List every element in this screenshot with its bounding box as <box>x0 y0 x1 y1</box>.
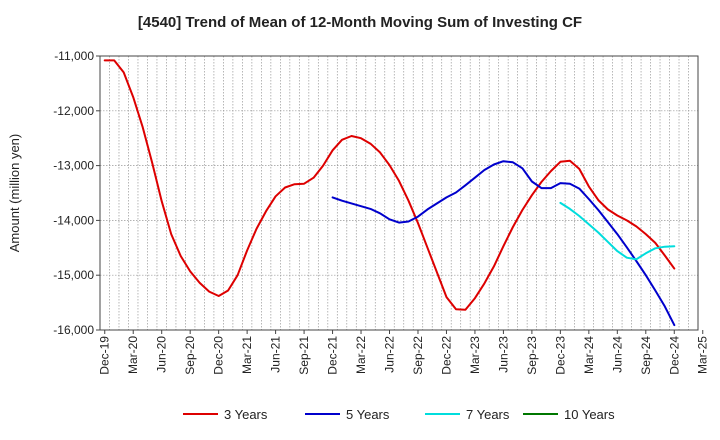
plot-background <box>100 56 698 330</box>
x-tick-label: Sep-22 <box>411 336 425 375</box>
series-lines <box>103 59 676 327</box>
y-tick-label: -11,000 <box>54 49 94 63</box>
y-tick-label: -15,000 <box>53 268 94 282</box>
x-tick-label: Jun-20 <box>155 336 169 373</box>
x-tick-label: Sep-21 <box>297 336 311 375</box>
y-tick-label: -16,000 <box>53 323 94 337</box>
legend-label: 10 Years <box>564 407 615 422</box>
x-tick-label: Dec-21 <box>326 336 340 375</box>
series-line-3-years <box>103 59 676 311</box>
y-tick-label: -13,000 <box>53 159 94 173</box>
x-tick-label: Sep-24 <box>639 336 653 375</box>
x-tick-label: Jun-24 <box>610 336 624 373</box>
legend-label: 5 Years <box>346 407 390 422</box>
x-tick-label: Jun-22 <box>383 336 397 373</box>
y-axis-label: Amount (million yen) <box>7 134 22 253</box>
series-line-7-years <box>559 201 676 261</box>
legend-label: 7 Years <box>466 407 510 422</box>
vertical-gridlines <box>99 56 699 330</box>
x-axis: Dec-19 Mar-20 Jun-20 Sep-20 Dec-20 Mar-21 Jun-… <box>98 330 710 375</box>
x-tick-label: Dec-20 <box>212 336 226 375</box>
y-tick-label: -14,000 <box>53 213 94 227</box>
series-line-5-years <box>331 160 676 327</box>
x-tick-label: Jun-21 <box>269 336 283 373</box>
x-tick-label: Dec-22 <box>439 336 453 375</box>
x-tick-label: Mar-20 <box>126 336 140 374</box>
x-tick-label: Jun-23 <box>496 336 510 373</box>
plot-frame <box>99 55 699 331</box>
x-tick-label: Sep-20 <box>183 336 197 375</box>
x-tick-label: Mar-22 <box>354 336 368 374</box>
x-tick-label: Dec-24 <box>667 336 681 375</box>
x-tick-label: Mar-24 <box>582 336 596 374</box>
x-tick-label: Dec-23 <box>553 336 567 375</box>
x-tick-label: Mar-21 <box>240 336 254 374</box>
y-tick-label: -12,000 <box>53 104 94 118</box>
x-tick-label: Sep-23 <box>525 336 539 375</box>
x-tick-label: Mar-23 <box>468 336 482 374</box>
x-tick-label: Mar-25 <box>696 336 710 374</box>
legend-label: 3 Years <box>224 407 268 422</box>
y-axis: -11,000 -12,000 -13,000 -14,000 -15,000 -16,0… <box>53 49 100 337</box>
legend: 3 Years 5 Years 7 Years 10 Years <box>183 407 615 422</box>
x-tick-label: Dec-19 <box>98 336 112 375</box>
chart-title: [4540] Trend of Mean of 12-Month Moving … <box>137 14 583 31</box>
